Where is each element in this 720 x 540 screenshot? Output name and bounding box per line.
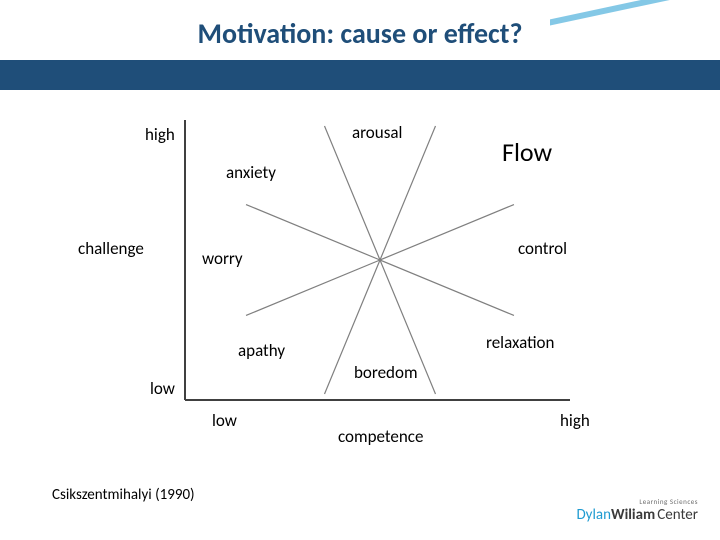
label-flow: Flow xyxy=(502,136,552,168)
label-y-axis: challenge xyxy=(78,238,144,259)
label-worry: worry xyxy=(202,248,243,269)
label-y-high: high xyxy=(145,124,175,145)
flow-diagram: high challenge low low competence high a… xyxy=(150,120,570,430)
label-boredom: boredom xyxy=(354,362,418,383)
logo-suffix: Center xyxy=(657,506,698,524)
label-anxiety: anxiety xyxy=(226,162,276,183)
logo-name2: Wiliam xyxy=(611,506,655,524)
title-underline-bar xyxy=(0,60,720,90)
label-relaxation: relaxation xyxy=(486,332,554,353)
logo-name1: Dylan xyxy=(576,506,611,524)
label-x-low: low xyxy=(212,410,237,431)
logo-main: DylanWiliamCenter xyxy=(548,506,698,524)
label-apathy: apathy xyxy=(238,340,285,361)
label-y-low: low xyxy=(150,378,175,399)
footer-logo: Learning Sciences DylanWiliamCenter xyxy=(548,497,698,524)
label-arousal: arousal xyxy=(352,122,402,143)
slide-title: Motivation: cause or effect? xyxy=(0,16,720,51)
logo-small-text: Learning Sciences xyxy=(548,497,698,506)
slide: Motivation: cause or effect? high challe… xyxy=(0,0,720,540)
label-x-high: high xyxy=(560,410,590,431)
citation: Csikszentmihalyi (1990) xyxy=(52,486,195,504)
label-x-axis: competence xyxy=(338,426,423,447)
label-control: control xyxy=(518,238,567,259)
